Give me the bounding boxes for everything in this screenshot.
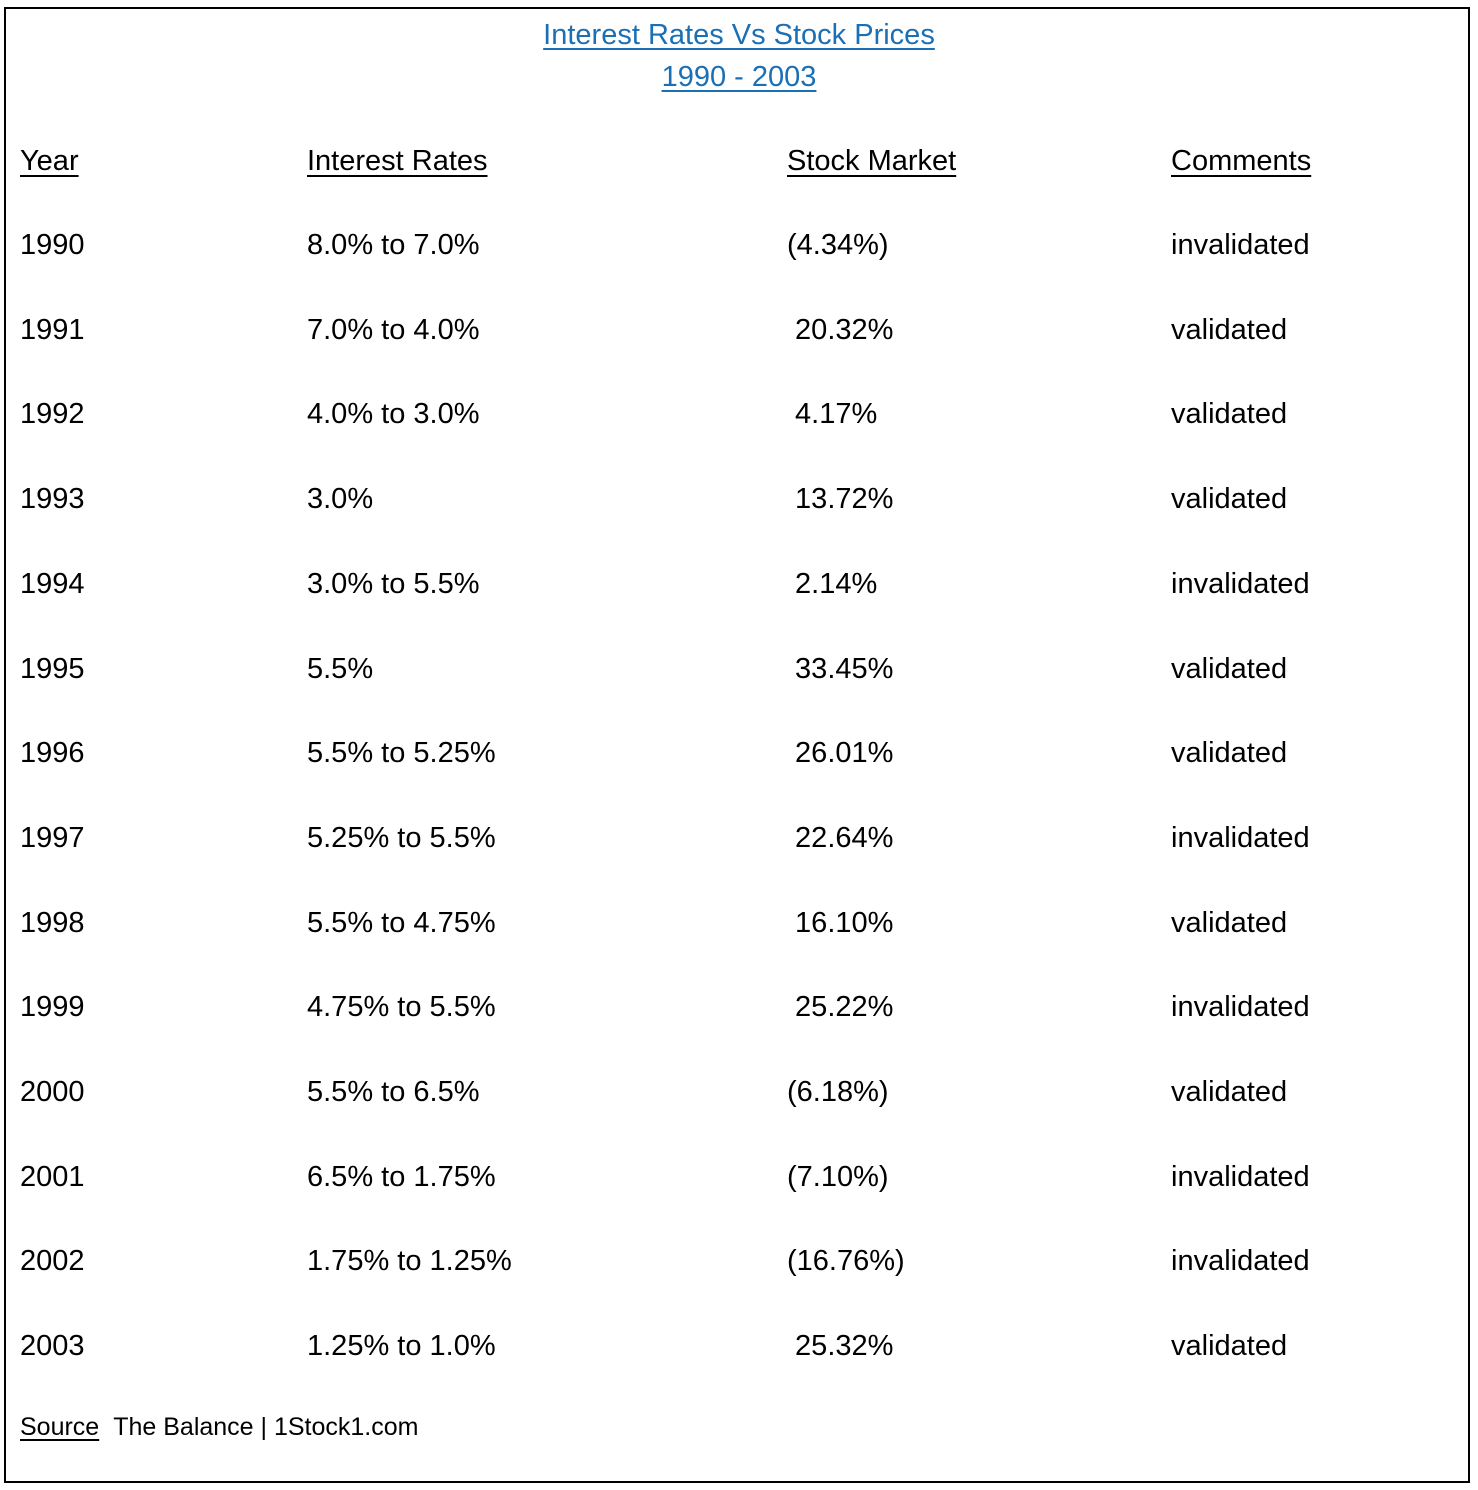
cell-comment: validated	[1171, 1076, 1288, 1108]
cell-interest-rate: 5.5% to 6.5%	[307, 1076, 480, 1108]
source-text: The Balance | 1Stock1.com	[113, 1413, 419, 1441]
cell-comment: validated	[1171, 314, 1288, 346]
cell-year: 1994	[20, 568, 85, 600]
cell-comment: validated	[1171, 737, 1288, 769]
cell-comment: validated	[1171, 398, 1288, 430]
cell-interest-rate: 6.5% to 1.75%	[307, 1161, 496, 1193]
cell-stock-market: 20.32%	[787, 314, 894, 346]
cell-comment: invalidated	[1171, 568, 1310, 600]
cell-year: 2003	[20, 1330, 85, 1362]
cell-interest-rate: 3.0% to 5.5%	[307, 568, 480, 600]
cell-stock-market: 4.17%	[787, 398, 878, 430]
table-frame	[4, 7, 1470, 1483]
cell-year: 1999	[20, 991, 85, 1023]
header-year: Year	[20, 145, 79, 177]
cell-comment: validated	[1171, 483, 1288, 515]
cell-stock-market: 2.14%	[787, 568, 878, 600]
title-line-1: Interest Rates Vs Stock Prices	[0, 14, 1478, 56]
cell-comment: validated	[1171, 907, 1288, 939]
header-interest-rates: Interest Rates	[307, 145, 488, 177]
title-block: Interest Rates Vs Stock Prices 1990 - 20…	[0, 14, 1478, 98]
page-subtitle: 1990 - 2003	[661, 61, 817, 93]
cell-year: 1990	[20, 229, 85, 261]
cell-year: 1998	[20, 907, 85, 939]
page-title: Interest Rates Vs Stock Prices	[543, 19, 935, 51]
cell-comment: invalidated	[1171, 822, 1310, 854]
cell-interest-rate: 1.25% to 1.0%	[307, 1330, 496, 1362]
cell-comment: validated	[1171, 653, 1288, 685]
cell-interest-rate: 5.5% to 4.75%	[307, 907, 496, 939]
cell-interest-rate: 4.0% to 3.0%	[307, 398, 480, 430]
cell-stock-market: 16.10%	[787, 907, 894, 939]
cell-comment: invalidated	[1171, 229, 1310, 261]
cell-stock-market: (7.10%)	[787, 1161, 889, 1193]
cell-year: 1997	[20, 822, 85, 854]
cell-interest-rate: 7.0% to 4.0%	[307, 314, 480, 346]
cell-year: 1991	[20, 314, 85, 346]
cell-comment: invalidated	[1171, 1161, 1310, 1193]
cell-year: 1992	[20, 398, 85, 430]
header-comments: Comments	[1171, 145, 1312, 177]
cell-interest-rate: 5.5% to 5.25%	[307, 737, 496, 769]
cell-comment: invalidated	[1171, 1245, 1310, 1277]
source-line: Source The Balance | 1Stock1.com	[20, 1410, 418, 1444]
cell-stock-market: 25.22%	[787, 991, 894, 1023]
cell-stock-market: 25.32%	[787, 1330, 894, 1362]
title-line-2: 1990 - 2003	[0, 56, 1478, 98]
cell-year: 2001	[20, 1161, 85, 1193]
cell-year: 1995	[20, 653, 85, 685]
cell-interest-rate: 5.25% to 5.5%	[307, 822, 496, 854]
cell-year: 1993	[20, 483, 85, 515]
cell-interest-rate: 3.0%	[307, 483, 374, 515]
cell-interest-rate: 4.75% to 5.5%	[307, 991, 496, 1023]
cell-comment: invalidated	[1171, 991, 1310, 1023]
cell-interest-rate: 1.75% to 1.25%	[307, 1245, 512, 1277]
cell-year: 2002	[20, 1245, 85, 1277]
cell-stock-market: (4.34%)	[787, 229, 889, 261]
cell-stock-market: 13.72%	[787, 483, 894, 515]
cell-comment: validated	[1171, 1330, 1288, 1362]
cell-year: 1996	[20, 737, 85, 769]
cell-interest-rate: 5.5%	[307, 653, 374, 685]
cell-stock-market: 33.45%	[787, 653, 894, 685]
cell-stock-market: 22.64%	[787, 822, 894, 854]
cell-stock-market: 26.01%	[787, 737, 894, 769]
cell-stock-market: (16.76%)	[787, 1245, 905, 1277]
header-stock-market: Stock Market	[787, 145, 957, 177]
cell-interest-rate: 8.0% to 7.0%	[307, 229, 480, 261]
cell-stock-market: (6.18%)	[787, 1076, 889, 1108]
source-label: Source	[20, 1413, 100, 1441]
cell-year: 2000	[20, 1076, 85, 1108]
